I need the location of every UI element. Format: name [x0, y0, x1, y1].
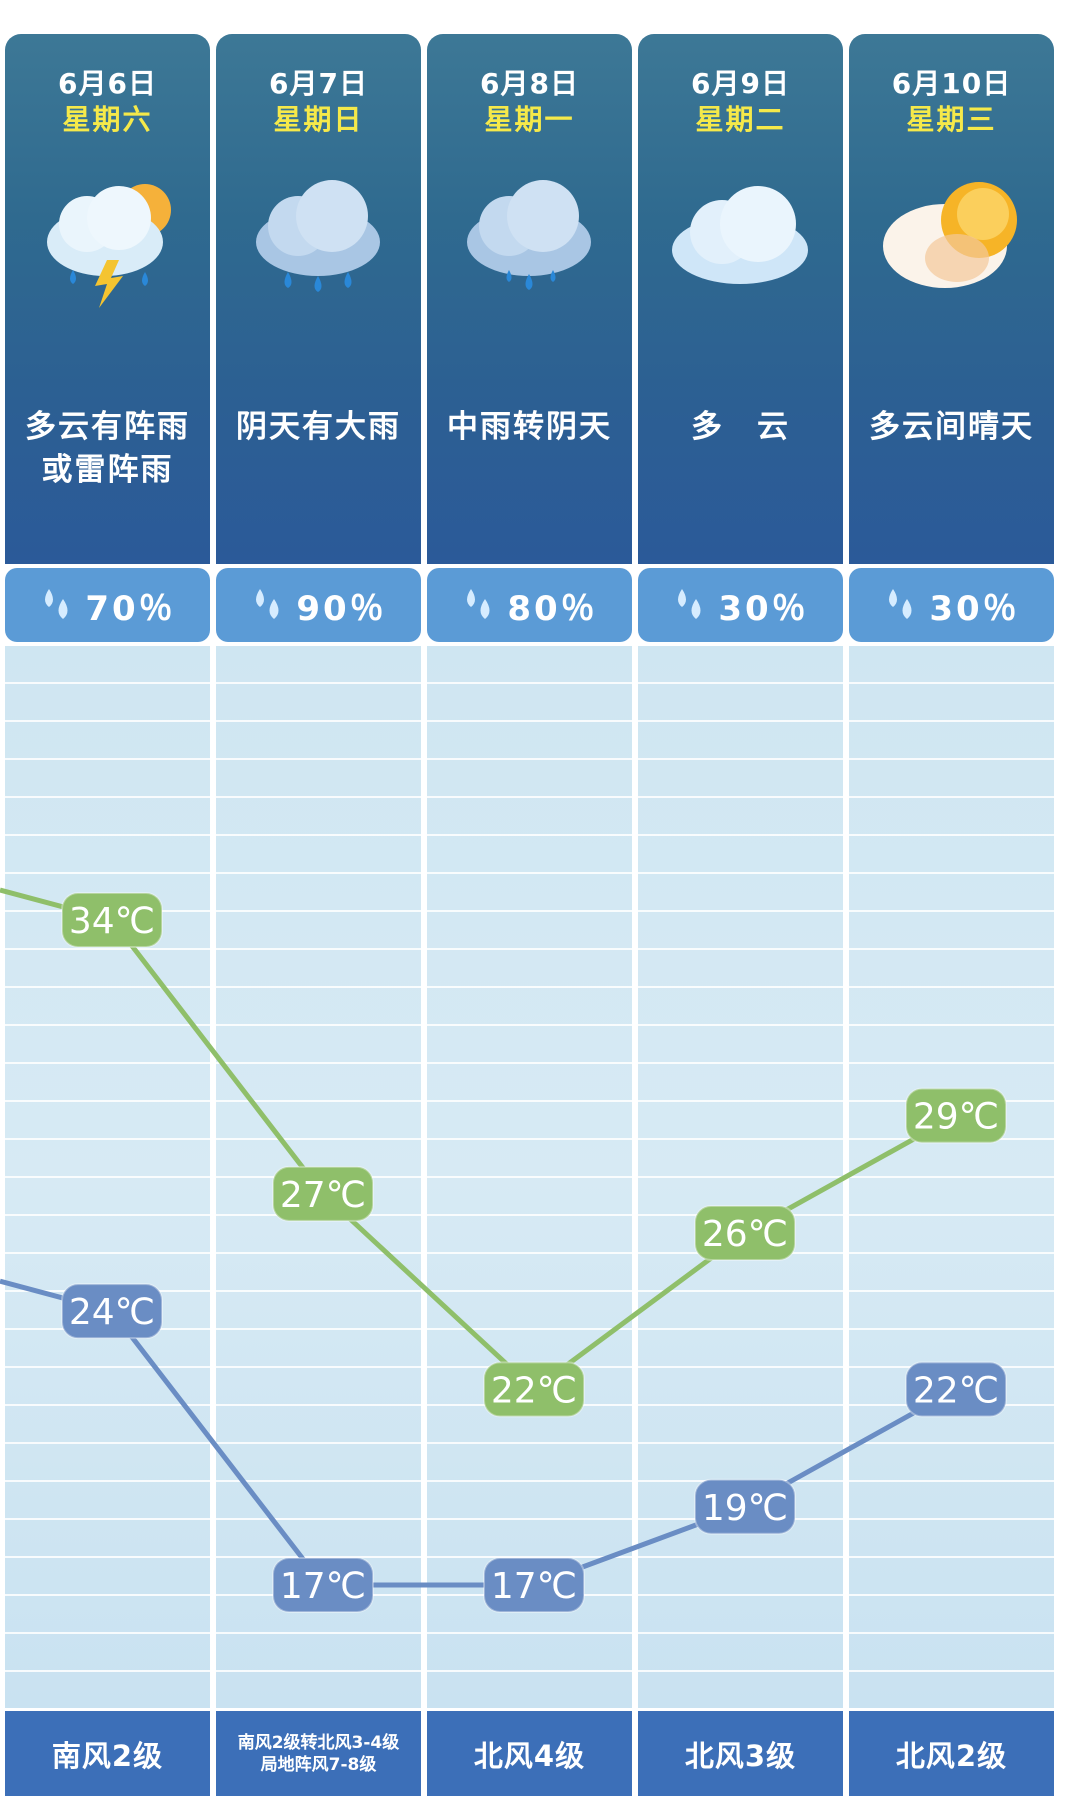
day-date: 6月10日: [891, 67, 1012, 100]
thunder-shower-icon: [47, 184, 171, 308]
day-header: 6月9日 星期二 多 云: [638, 34, 843, 564]
temperature-grid: [638, 646, 843, 1708]
rain-chance: 90％: [216, 568, 421, 642]
temperature-grid: [849, 646, 1054, 1708]
day-weekday: 星期三: [906, 103, 997, 136]
wind-info: 南风2级: [5, 1711, 210, 1796]
day-description: 阴天有大雨: [236, 409, 401, 445]
day-weekday: 星期一: [484, 103, 575, 136]
day-description: 多 云: [691, 409, 790, 445]
day-header: 6月7日 星期日 阴天有大雨: [216, 34, 421, 564]
rain-value: 80％: [507, 588, 598, 629]
day-header: 6月8日 星期一 中雨转阴天: [427, 34, 632, 564]
day-column: 6月8日 星期一 中雨转阴天 80％ 北风4级: [427, 34, 632, 1796]
rain-chance: 70％: [5, 568, 210, 642]
temperature-grid: [216, 646, 421, 1708]
temperature-grid: [427, 646, 632, 1708]
rain-chance: 30％: [638, 568, 843, 642]
wind-text: 北风4级: [473, 1738, 586, 1773]
day-description: 中雨转阴天: [447, 409, 612, 445]
day-column: 6月7日 星期日 阴天有大雨 90％ 南风2级转北风3-4级 局地阵风7-8级: [216, 34, 421, 1796]
day-date: 6月8日: [480, 67, 579, 100]
rain-value: 70％: [85, 588, 176, 629]
temperature-grid: [5, 646, 210, 1708]
day-weekday: 星期二: [695, 103, 786, 136]
day-date: 6月6日: [58, 67, 157, 100]
wind-info: 北风2级: [849, 1711, 1054, 1796]
wind-text: 北风3级: [684, 1738, 797, 1773]
wind-text: 北风2级: [895, 1738, 1008, 1773]
day-column: 6月10日 星期三 多云间晴天 30％ 北风2级: [849, 34, 1054, 1796]
wind-text: 南风2级: [51, 1738, 164, 1773]
wind-info: 南风2级转北风3-4级 局地阵风7-8级: [216, 1711, 421, 1796]
day-description: 多云间晴天: [869, 409, 1034, 445]
raindrop-icon: [889, 589, 912, 619]
moderate-rain-icon: [467, 180, 591, 290]
raindrop-icon: [678, 589, 701, 619]
rain-value: 30％: [718, 588, 809, 629]
day-weekday: 星期六: [62, 103, 153, 136]
wind-text: 南风2级转北风3-4级 局地阵风7-8级: [237, 1732, 400, 1775]
raindrop-icon: [256, 589, 279, 619]
day-header: 6月10日 星期三 多云间晴天: [849, 34, 1054, 564]
day-column: 6月6日 星期六 多云有阵雨或雷阵雨 70％ 南风2级: [5, 34, 210, 1796]
raindrop-icon: [467, 589, 490, 619]
partly-sunny-icon: [883, 182, 1017, 288]
rain-chance: 30％: [849, 568, 1054, 642]
day-weekday: 星期日: [273, 103, 364, 136]
day-header: 6月6日 星期六 多云有阵雨或雷阵雨: [5, 34, 210, 564]
wind-info: 北风3级: [638, 1711, 843, 1796]
day-column: 6月9日 星期二 多 云 30％ 北风3级: [638, 34, 843, 1796]
rain-chance: 80％: [427, 568, 632, 642]
day-date: 6月7日: [269, 67, 368, 100]
wind-info: 北风4级: [427, 1711, 632, 1796]
cloudy-icon: [672, 186, 808, 284]
rain-value: 30％: [929, 588, 1020, 629]
rain-value: 90％: [296, 588, 387, 629]
day-description: 多云有阵雨或雷阵雨: [25, 409, 190, 488]
heavy-rain-icon: [256, 180, 380, 292]
day-date: 6月9日: [691, 67, 790, 100]
raindrop-icon: [45, 589, 68, 619]
